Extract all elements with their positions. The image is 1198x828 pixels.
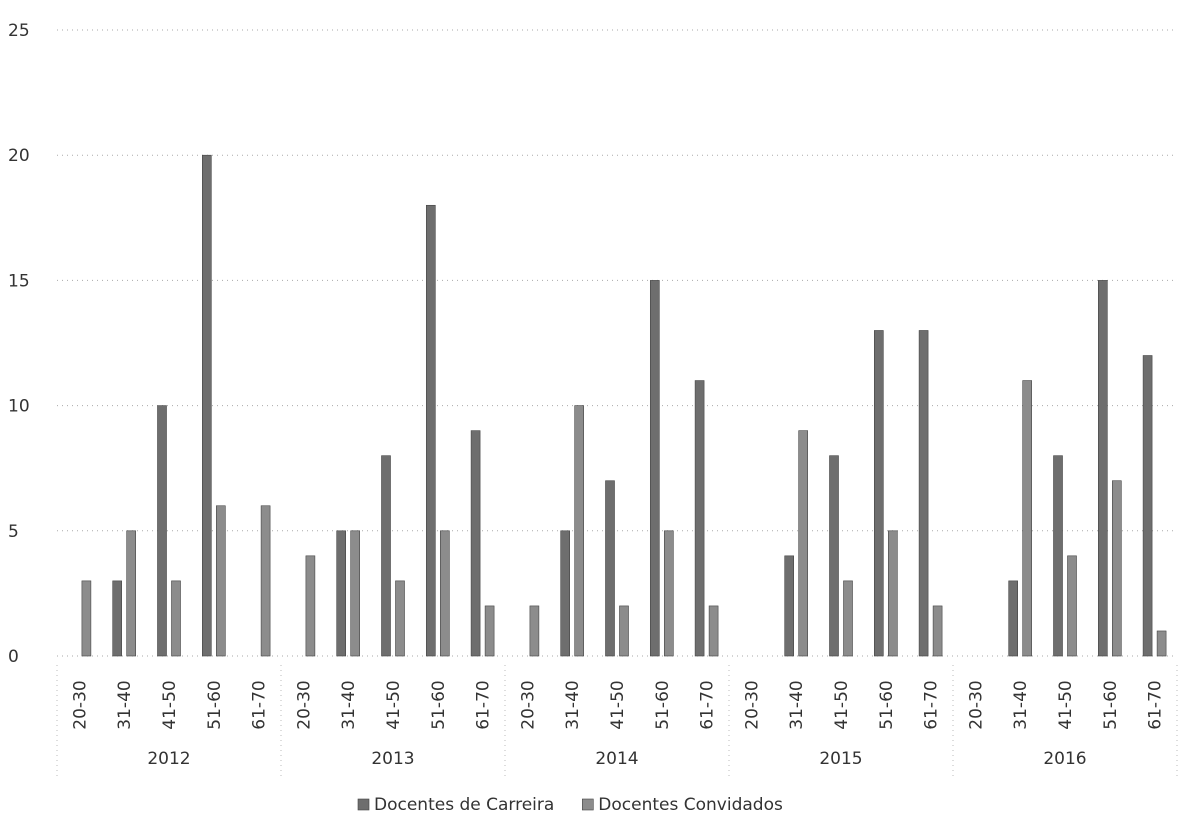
legend-label: Docentes de Carreira bbox=[374, 795, 554, 815]
legend-label: Docentes Convidados bbox=[598, 795, 783, 815]
bar bbox=[1008, 580, 1019, 657]
bar bbox=[112, 580, 122, 657]
bar bbox=[1142, 355, 1153, 657]
group-label: 2014 bbox=[595, 749, 638, 769]
bar bbox=[202, 154, 212, 657]
bar bbox=[395, 580, 405, 657]
bar bbox=[470, 430, 481, 657]
x-tick-label: 20-30 bbox=[742, 680, 762, 729]
y-tick-label: 5 bbox=[8, 522, 19, 542]
y-tick-label: 25 bbox=[8, 21, 30, 41]
x-tick-label: 20-30 bbox=[518, 680, 538, 729]
x-tick-label: 61-70 bbox=[922, 680, 942, 729]
bar bbox=[216, 505, 226, 657]
x-tick-label: 51-60 bbox=[205, 680, 225, 729]
bar bbox=[157, 405, 167, 657]
x-tick-label: 41-50 bbox=[608, 680, 628, 729]
bar bbox=[932, 605, 943, 657]
bar bbox=[1053, 455, 1063, 657]
y-tick-label: 0 bbox=[8, 647, 19, 667]
x-tick-label: 20-30 bbox=[294, 680, 314, 729]
bar bbox=[605, 480, 615, 657]
x-tick-label: 51-60 bbox=[429, 680, 449, 729]
bar bbox=[887, 530, 898, 657]
x-tick-label: 51-60 bbox=[877, 680, 897, 729]
x-tick-label: 51-60 bbox=[1101, 680, 1121, 729]
x-tick-label: 61-70 bbox=[474, 680, 494, 729]
bar bbox=[439, 530, 450, 657]
bar bbox=[708, 605, 719, 657]
x-tick-label: 61-70 bbox=[698, 680, 718, 729]
x-tick-label: 31-40 bbox=[563, 680, 583, 729]
x-tick-label: 31-40 bbox=[787, 680, 807, 729]
bar bbox=[425, 204, 436, 657]
bar bbox=[798, 430, 809, 657]
bar bbox=[873, 330, 884, 657]
x-tick-label: 31-40 bbox=[339, 680, 359, 729]
legend-swatch bbox=[357, 798, 370, 811]
bar bbox=[619, 605, 629, 657]
bar bbox=[694, 380, 705, 657]
x-tick-label: 61-70 bbox=[1146, 680, 1166, 729]
bar bbox=[305, 555, 316, 657]
x-tick-label: 41-50 bbox=[832, 680, 852, 729]
bar bbox=[1112, 480, 1122, 657]
y-tick-label: 20 bbox=[8, 146, 30, 166]
group-label: 2016 bbox=[1043, 749, 1086, 769]
x-tick-label: 20-30 bbox=[70, 680, 90, 729]
group-label: 2015 bbox=[819, 749, 862, 769]
bar bbox=[829, 455, 839, 657]
bar bbox=[1022, 380, 1033, 657]
bar bbox=[560, 530, 571, 657]
bar bbox=[1098, 280, 1108, 657]
x-tick-label: 41-50 bbox=[1056, 680, 1076, 729]
x-tick-label: 51-60 bbox=[653, 680, 673, 729]
bar bbox=[843, 580, 853, 657]
bar bbox=[350, 530, 361, 657]
bar bbox=[663, 530, 674, 657]
bar bbox=[574, 405, 585, 657]
bar bbox=[171, 580, 181, 657]
bar bbox=[81, 580, 92, 657]
group-label: 2012 bbox=[147, 749, 190, 769]
bar bbox=[126, 530, 136, 657]
x-tick-label: 31-40 bbox=[115, 680, 135, 729]
bar bbox=[484, 605, 495, 657]
x-tick-label: 31-40 bbox=[1011, 680, 1031, 729]
bar bbox=[784, 555, 795, 657]
bar bbox=[529, 605, 540, 657]
bar bbox=[649, 280, 660, 657]
bar bbox=[336, 530, 347, 657]
x-tick-label: 20-30 bbox=[966, 680, 986, 729]
bar bbox=[1156, 630, 1167, 657]
y-tick-label: 15 bbox=[8, 271, 30, 291]
bar bbox=[1067, 555, 1077, 657]
x-tick-label: 61-70 bbox=[250, 680, 270, 729]
bar bbox=[918, 330, 929, 657]
group-label: 2013 bbox=[371, 749, 414, 769]
legend-swatch bbox=[581, 798, 594, 811]
x-tick-label: 41-50 bbox=[160, 680, 180, 729]
x-tick-label: 41-50 bbox=[384, 680, 404, 729]
bar bbox=[381, 455, 391, 657]
bar bbox=[260, 505, 271, 657]
y-tick-label: 10 bbox=[8, 397, 30, 417]
